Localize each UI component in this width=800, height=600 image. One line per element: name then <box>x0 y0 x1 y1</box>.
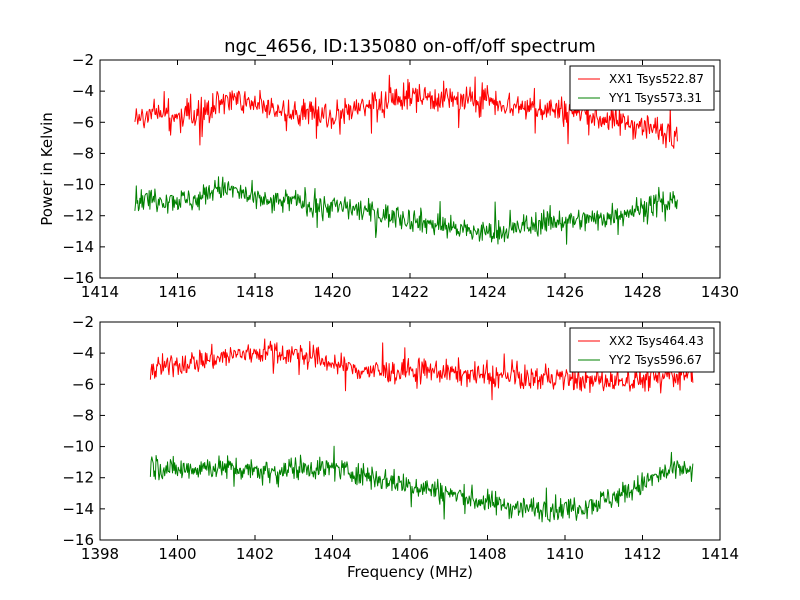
legend-entry: XX2 Tsys464.43 <box>609 334 704 348</box>
legend-box <box>569 327 715 373</box>
y-tick-label: −6 <box>72 113 94 131</box>
x-tick-label: 1408 <box>468 545 506 563</box>
x-tick-label: 1420 <box>313 283 351 301</box>
x-tick-label: 1398 <box>81 545 119 563</box>
x-tick-label: 1404 <box>313 545 351 563</box>
series-line-1 <box>134 176 678 245</box>
legend-entry: XX1 Tsys522.87 <box>609 72 704 86</box>
legend: XX2 Tsys464.43 YY2 Tsys596.67 <box>569 327 715 373</box>
x-tick-label: 1406 <box>391 545 429 563</box>
series-group <box>134 74 678 245</box>
y-tick-label: −2 <box>72 313 94 331</box>
y-tick-label: −12 <box>62 207 94 225</box>
legend-box <box>569 65 715 111</box>
series-line-0 <box>149 338 694 401</box>
y-tick-label: −10 <box>62 438 94 456</box>
bottom-panel: 1398 1400 1402 1404 1406 1408 1410 1412 1414 −16 −… <box>62 313 739 563</box>
x-axis-label: Frequency (MHz) <box>347 563 473 581</box>
y-axis-label: Power in Kelvin <box>38 112 56 226</box>
x-tick-label: 1418 <box>236 283 274 301</box>
y-tick-label: −2 <box>72 51 94 69</box>
y-tick-label: −16 <box>62 531 94 549</box>
y-tick-label: −10 <box>62 176 94 194</box>
x-tick-label: 1424 <box>468 283 506 301</box>
y-tick-label: −14 <box>62 500 94 518</box>
x-tick-label: 1410 <box>546 545 584 563</box>
top-panel: 1414 1416 1418 1420 1422 1424 1426 1428 1430 −16 −… <box>62 51 739 301</box>
y-tick-label: −8 <box>72 406 94 424</box>
y-tick-label: −16 <box>62 269 94 287</box>
x-tick-label: 1428 <box>623 283 661 301</box>
x-tick-label: 1400 <box>158 545 196 563</box>
y-tick-label: −8 <box>72 144 94 162</box>
x-tick-label: 1422 <box>391 283 429 301</box>
x-tick-label: 1430 <box>701 283 739 301</box>
chart-title: ngc_4656, ID:135080 on-off/off spectrum <box>224 36 596 57</box>
legend-entry: YY1 Tsys573.31 <box>608 91 702 105</box>
legend: XX1 Tsys522.87 YY1 Tsys573.31 <box>569 65 715 111</box>
y-tick-label: −12 <box>62 469 94 487</box>
x-tick-label: 1414 <box>701 545 739 563</box>
y-tick-label: −4 <box>72 82 94 100</box>
series-line-0 <box>134 74 678 149</box>
legend-entry: YY2 Tsys596.67 <box>608 353 702 367</box>
y-tick-label: −6 <box>72 375 94 393</box>
x-tick-label: 1402 <box>236 545 274 563</box>
x-tick-label: 1426 <box>546 283 584 301</box>
series-line-1 <box>149 445 694 523</box>
y-tick-label: −14 <box>62 238 94 256</box>
x-tick-label: 1414 <box>81 283 119 301</box>
x-tick-label: 1412 <box>623 545 661 563</box>
x-tick-label: 1416 <box>158 283 196 301</box>
series-group <box>149 338 694 523</box>
y-tick-label: −4 <box>72 344 94 362</box>
